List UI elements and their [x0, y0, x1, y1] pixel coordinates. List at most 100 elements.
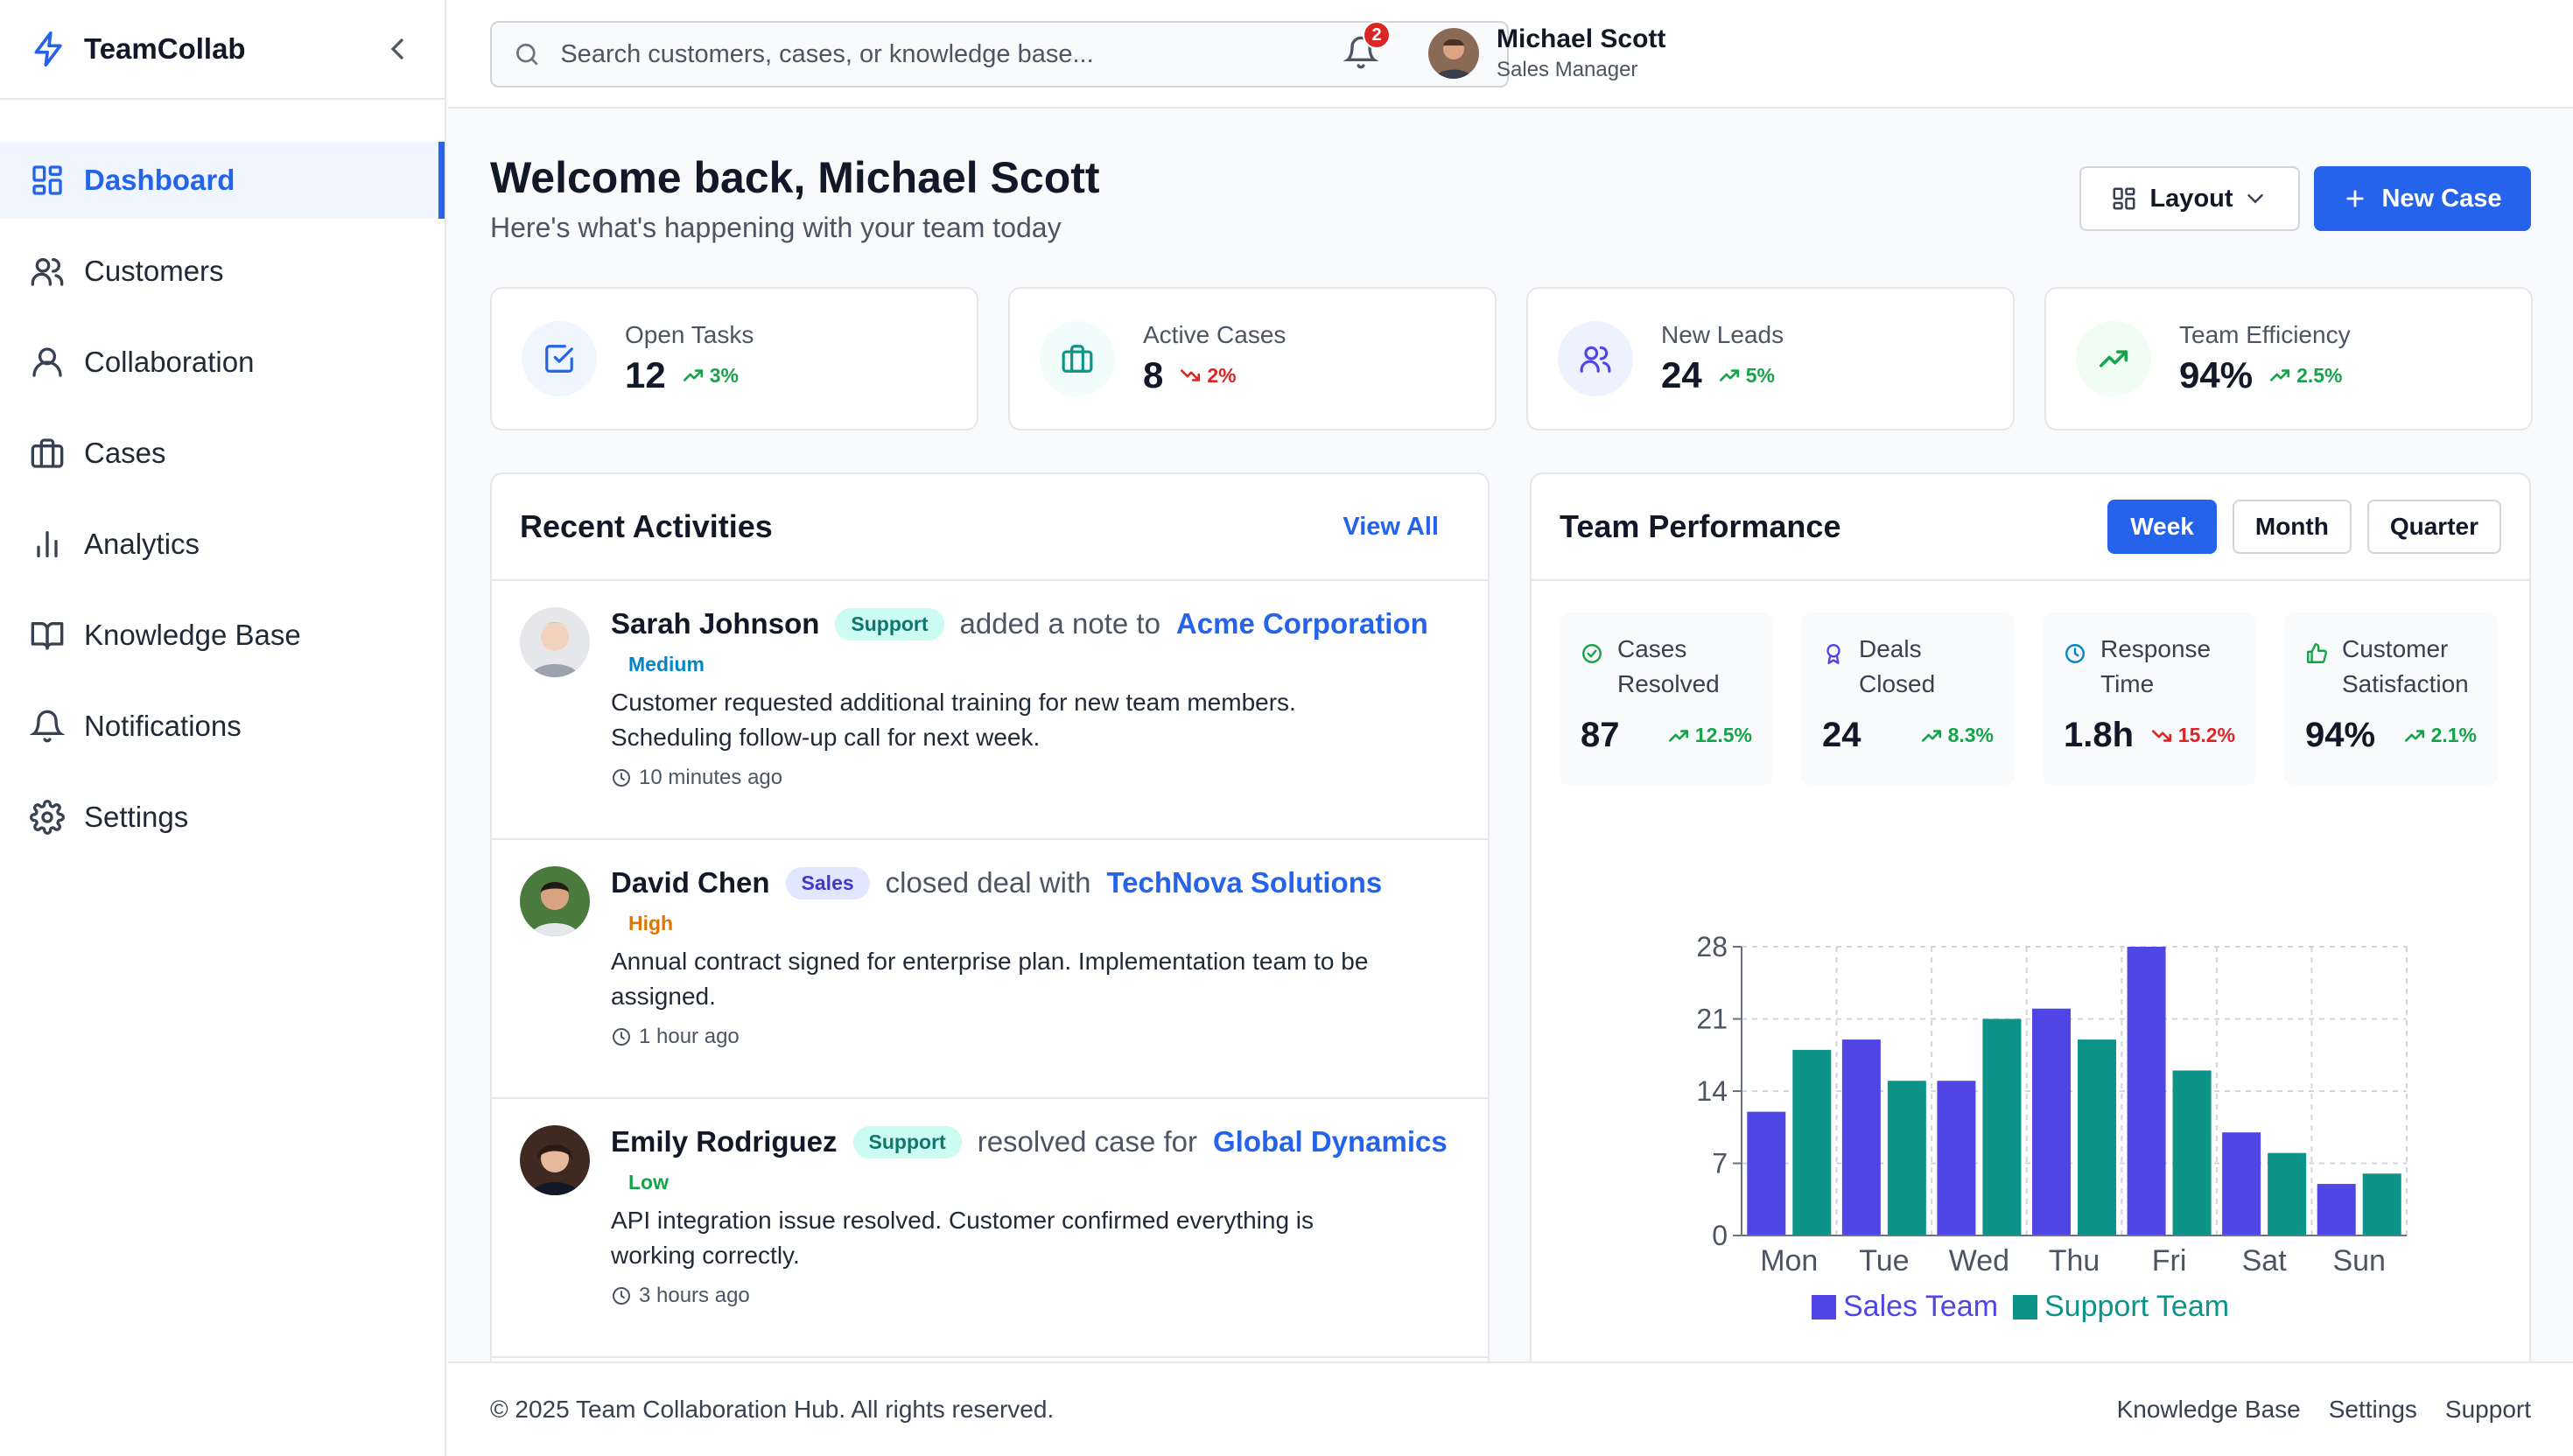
bar-thu-sales-team — [2032, 1008, 2071, 1236]
activity-target-link[interactable]: Global Dynamics — [1213, 1125, 1448, 1158]
bar-sun-support-team — [2362, 1173, 2401, 1236]
y-tick-label: 0 — [1712, 1220, 1728, 1251]
activity-time-text: 3 hours ago — [639, 1284, 750, 1307]
sidebar-item-label: Collaboration — [84, 346, 255, 378]
chevron-left-icon[interactable] — [380, 32, 415, 66]
clock-icon — [613, 1028, 630, 1046]
activity-verb: added a note to — [959, 607, 1160, 640]
layout-grid-icon — [2113, 187, 2135, 210]
metric-value: 94% — [2305, 716, 2376, 754]
footer-link-knowledge-base[interactable]: Knowledge Base — [2116, 1396, 2301, 1423]
priority-label: Low — [628, 1171, 669, 1194]
metric-label: Customer Satisfaction — [2342, 635, 2469, 697]
stat-trend: 5% — [1718, 364, 1775, 388]
metric-card-cases-resolved: Cases Resolved 87 12.5% — [1560, 612, 1773, 786]
avatar — [520, 1125, 590, 1195]
sidebar-item-collaboration[interactable]: Collaboration — [0, 324, 445, 401]
sidebar-item-label: Dashboard — [84, 164, 235, 196]
activity-verb: resolved case for — [977, 1125, 1197, 1158]
activity-target-link[interactable]: Acme Corporation — [1175, 607, 1428, 640]
activity-user-name[interactable]: Emily Rodriguez — [611, 1125, 838, 1158]
x-tick-label: Thu — [2049, 1244, 2100, 1278]
notification-count-badge: 2 — [1363, 21, 1391, 49]
footer-link-support[interactable]: Support — [2444, 1396, 2531, 1423]
stat-value: 12 — [625, 354, 666, 396]
user-menu[interactable]: Michael Scott Sales Manager — [1428, 24, 1665, 82]
bar-mon-support-team — [1792, 1049, 1832, 1236]
footer-link-settings[interactable]: Settings — [2328, 1396, 2417, 1423]
x-tick-label: Sun — [2332, 1244, 2386, 1278]
clock-icon — [613, 769, 630, 787]
team-performance-panel: Team Performance Week Month Quarter Case… — [1530, 472, 2531, 1382]
activity-description: API integration issue resolved. Customer… — [611, 1207, 1315, 1269]
stat-card-active-cases[interactable]: Active Cases 8 2% — [1008, 287, 1497, 430]
bar-wed-support-team — [1982, 1018, 2022, 1236]
legend-label: Sales Team — [1843, 1290, 1998, 1323]
trending-up-icon — [2404, 729, 2424, 742]
sidebar-item-knowledge-base[interactable]: Knowledge Base — [0, 597, 445, 674]
metric-cards: Cases Resolved 87 12.5% Deals Closed 24 — [1532, 581, 2529, 786]
sidebar-item-cases[interactable]: Cases — [0, 415, 445, 492]
stat-label: Team Efficiency — [2179, 321, 2351, 348]
stat-card-team-efficiency[interactable]: Team Efficiency 94% 2.5% — [2044, 287, 2533, 430]
brand-name: TeamCollab — [84, 32, 246, 65]
plus-icon — [2346, 190, 2365, 207]
sidebar-item-label: Customers — [84, 255, 224, 287]
activity-target-link[interactable]: TechNova Solutions — [1106, 866, 1383, 899]
team-tag: Support — [835, 607, 944, 640]
copyright-text: © 2025 Team Collaboration Hub. All right… — [490, 1396, 1055, 1423]
legend-swatch — [2013, 1295, 2037, 1320]
sidebar-item-notifications[interactable]: Notifications — [0, 688, 445, 765]
metric-value: 87 — [1581, 716, 1620, 754]
sidebar-item-analytics[interactable]: Analytics — [0, 506, 445, 583]
stat-icon-circle — [2076, 321, 2151, 396]
panel-header: Team Performance Week Month Quarter — [1532, 474, 2529, 581]
layout-button[interactable]: Layout — [2079, 166, 2300, 231]
y-tick-label: 21 — [1696, 1004, 1728, 1035]
metric-trend: 2.1% — [2403, 724, 2477, 747]
bar-fri-sales-team — [2127, 947, 2166, 1236]
legend-label: Support Team — [2044, 1290, 2229, 1323]
bar-sat-sales-team — [2222, 1132, 2261, 1236]
sidebar-item-settings[interactable]: Settings — [0, 779, 445, 856]
metric-trend-value: 15.2% — [2177, 724, 2235, 746]
period-week-button[interactable]: Week — [2107, 500, 2217, 554]
stat-trend: 3% — [682, 364, 739, 388]
clock-icon — [2065, 644, 2085, 663]
stat-card-new-leads[interactable]: New Leads 24 5% — [1526, 287, 2015, 430]
bar-tue-support-team — [1887, 1081, 1926, 1236]
search-bar[interactable] — [490, 21, 1509, 88]
period-quarter-button[interactable]: Quarter — [2366, 500, 2501, 554]
clock-icon — [613, 1287, 630, 1305]
notifications-button[interactable]: 2 — [1343, 21, 1391, 74]
activity-description: Customer requested additional training f… — [611, 689, 1296, 751]
trending-up-icon — [1719, 369, 1739, 382]
thumbs-up-icon — [2307, 642, 2328, 663]
welcome-section: Welcome back, Michael Scott Here's what'… — [490, 152, 1100, 244]
trending-up-icon — [1921, 729, 1941, 742]
trending-down-icon — [2151, 729, 2171, 742]
new-case-button[interactable]: New Case — [2314, 166, 2531, 231]
sidebar-item-customers[interactable]: Customers — [0, 233, 445, 310]
activity-user-name[interactable]: David Chen — [611, 866, 770, 899]
activity-user-name[interactable]: Sarah Johnson — [611, 607, 820, 640]
sidebar-item-label: Knowledge Base — [84, 619, 301, 651]
book-icon — [31, 622, 64, 650]
stat-card-open-tasks[interactable]: Open Tasks 12 3% — [490, 287, 978, 430]
x-tick-label: Tue — [1859, 1244, 1909, 1278]
bar-chart-icon — [37, 531, 58, 557]
team-tag: Sales — [785, 866, 870, 900]
view-all-link[interactable]: View All — [1343, 512, 1439, 541]
panel-title: Recent Activities — [520, 508, 773, 544]
sidebar: TeamCollab Dashboard Customers Collabora… — [0, 0, 446, 1456]
chevron-down-icon — [2247, 194, 2263, 204]
team-performance-chart: 0 7 14 21 28 Mon Tue Wed Thu Fri Sat Sun Sales Team S… — [1696, 931, 2408, 1323]
sidebar-item-dashboard[interactable]: Dashboard — [0, 142, 445, 219]
search-input[interactable] — [560, 39, 1486, 69]
stat-value: 8 — [1143, 354, 1164, 396]
bell-icon — [30, 710, 65, 743]
briefcase-icon — [31, 438, 64, 468]
user-name: Michael Scott — [1497, 24, 1666, 53]
sidebar-item-label: Cases — [84, 437, 166, 469]
period-month-button[interactable]: Month — [2232, 500, 2352, 554]
